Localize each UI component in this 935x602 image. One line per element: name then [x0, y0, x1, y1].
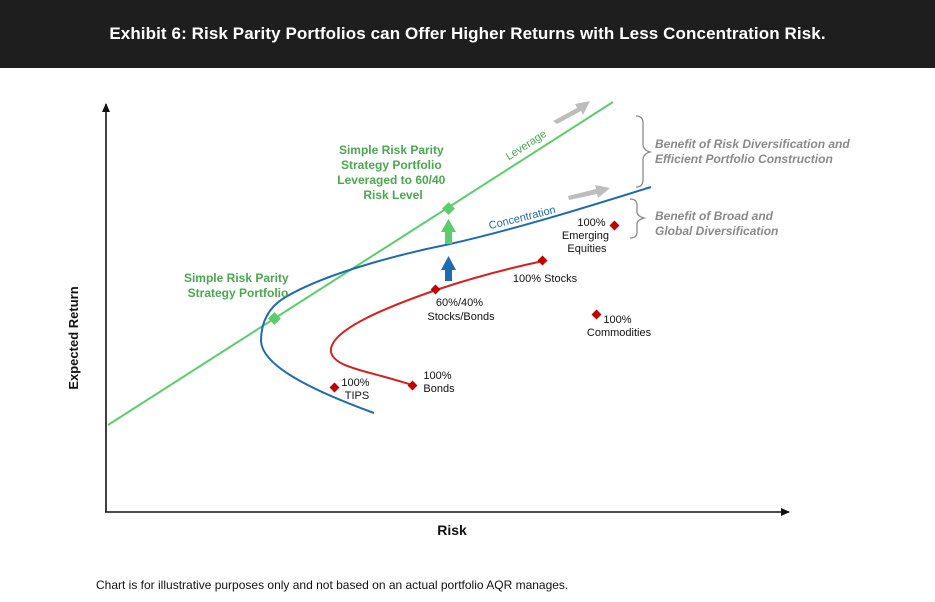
levered-risk-parity-marker	[442, 202, 455, 215]
x-axis-label: Risk	[437, 522, 467, 538]
green-up-arrow-icon	[441, 219, 456, 244]
commodities-label: 100% Commodities	[587, 314, 652, 339]
commodities-marker	[591, 309, 602, 320]
blue-up-arrow-icon	[441, 256, 456, 281]
bonds-marker	[407, 380, 418, 391]
leverage-arrow-icon	[553, 101, 590, 124]
leverage-line	[107, 101, 614, 426]
stocks-label: 100% Stocks	[513, 273, 578, 285]
emerging-equities-marker	[609, 220, 620, 231]
risk-return-chart: Expected Return Risk Leverage Concentrat…	[66, 101, 853, 538]
sixty-forty-marker	[430, 284, 441, 295]
global-diversification-bracket	[629, 198, 647, 239]
tips-label: 100% TIPS	[341, 377, 372, 402]
tips-marker	[329, 382, 340, 393]
header-bar: Exhibit 6: Risk Parity Portfolios can Of…	[0, 0, 935, 68]
asset-mix-curve	[329, 260, 544, 386]
risk-parity-marker	[268, 312, 281, 325]
diversification-bracket	[635, 115, 653, 188]
sixty-forty-label: 60%/40% Stocks/Bonds	[427, 297, 495, 323]
risk-parity-label: Simple Risk Parity Strategy Portfolio	[184, 271, 292, 300]
levered-risk-parity-label: Simple Risk Parity Strategy Portfolio Le…	[337, 143, 448, 202]
emerging-equities-label: 100% Emerging Equities	[562, 217, 612, 255]
concentration-frontier-line	[259, 186, 652, 414]
concentration-label: Concentration	[488, 204, 557, 232]
footnote: Chart is for illustrative purposes only …	[96, 578, 569, 592]
diversification-note: Benefit of Risk Diversification and Effi…	[655, 137, 853, 166]
stocks-marker	[537, 255, 548, 266]
exhibit-title: Exhibit 6: Risk Parity Portfolios can Of…	[109, 24, 826, 43]
global-diversification-note: Benefit of Broad and Global Diversificat…	[655, 209, 778, 238]
bonds-label: 100% Bonds	[423, 370, 455, 395]
concentration-arrow-icon	[568, 185, 610, 200]
y-axis-label: Expected Return	[66, 286, 81, 389]
